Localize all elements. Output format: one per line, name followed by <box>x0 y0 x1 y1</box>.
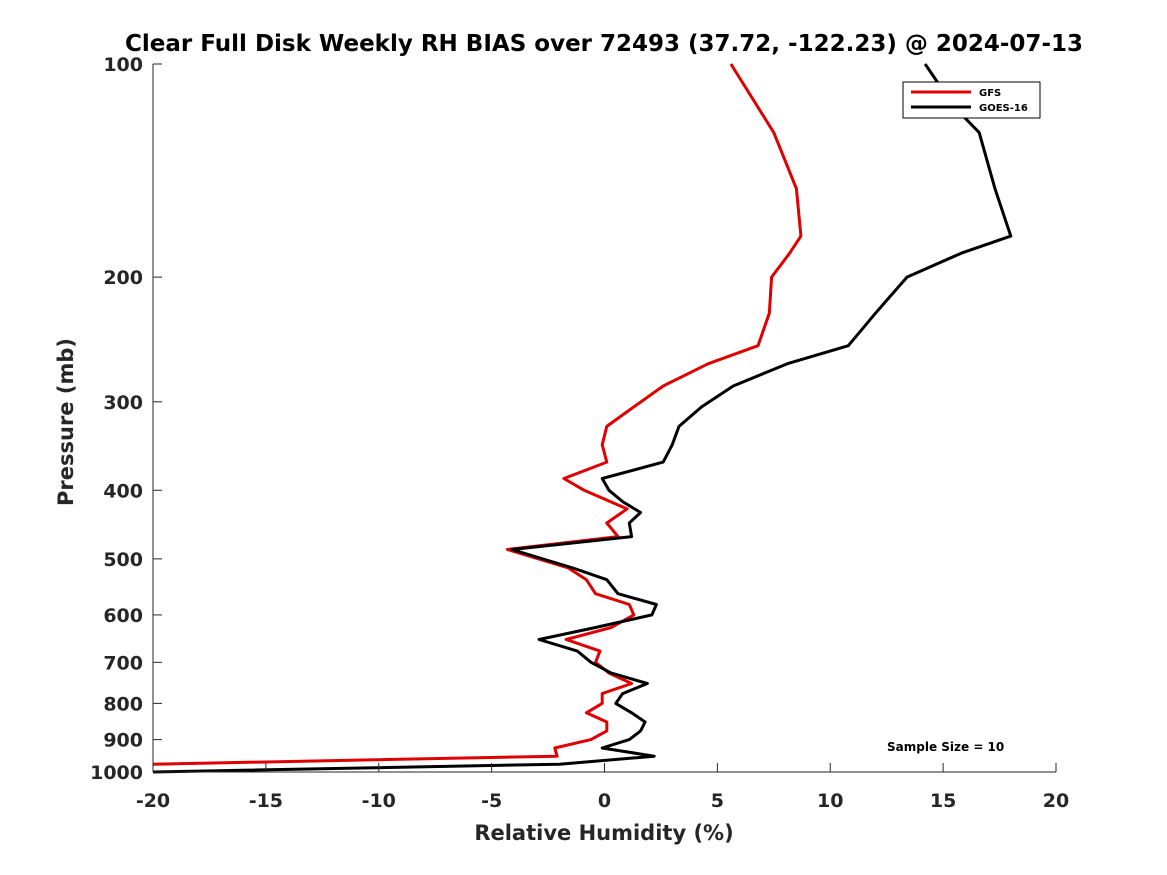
y-tick-label: 800 <box>103 693 143 715</box>
sample-size-annotation: Sample Size = 10 <box>887 740 1004 754</box>
y-tick-label: 400 <box>103 480 143 502</box>
x-tick-label: -10 <box>362 790 396 812</box>
series-layer <box>152 63 1013 774</box>
x-tick-label: 15 <box>930 790 956 812</box>
x-tick-label: 20 <box>1043 790 1069 812</box>
x-axis-label: Relative Humidity (%) <box>474 821 733 845</box>
plot-area <box>153 64 1056 772</box>
legend-label-goes16: GOES-16 <box>979 103 1028 114</box>
legend-label-gfs: GFS <box>979 88 1001 99</box>
chart-title: Clear Full Disk Weekly RH BIAS over 7249… <box>125 31 1083 57</box>
x-tick-label: -15 <box>249 790 283 812</box>
x-tick-label: 0 <box>598 790 611 812</box>
y-tick-label: 100 <box>103 54 143 76</box>
y-tick-label: 500 <box>103 549 143 571</box>
series-line-goes-16 <box>152 63 1013 774</box>
y-tick-label: 700 <box>103 652 143 674</box>
x-tick-label: 10 <box>817 790 843 812</box>
y-tick-label: 200 <box>103 267 143 289</box>
y-tick-label: 900 <box>103 730 143 752</box>
x-tick-label: -5 <box>481 790 502 812</box>
y-axis-ticks: 100 200 300 400 500 600 700 800 900 1000 <box>90 54 162 784</box>
x-axis-ticks: -20 -15 -10 -5 0 5 10 15 20 <box>136 763 1069 812</box>
y-tick-label: 1000 <box>90 762 143 784</box>
y-tick-label: 300 <box>103 392 143 414</box>
y-axis-label: Pressure (mb) <box>54 338 78 506</box>
legend: GFS GOES-16 <box>902 81 1041 119</box>
legend-box <box>902 81 1041 119</box>
x-tick-label: 5 <box>711 790 724 812</box>
x-tick-label: -20 <box>136 790 170 812</box>
y-tick-label: 600 <box>103 605 143 627</box>
